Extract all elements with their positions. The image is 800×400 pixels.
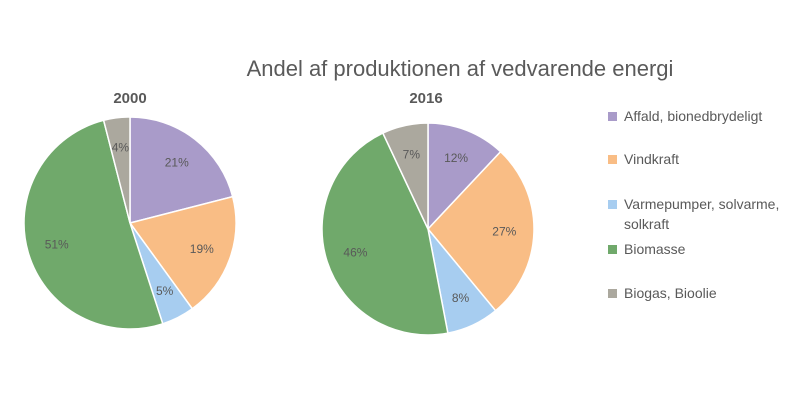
legend-label-vindkraft: Vindkraft bbox=[624, 151, 679, 167]
data-label-2000-biogas: 4% bbox=[112, 140, 130, 154]
slice-2016-vindkraft bbox=[427, 150, 535, 312]
slice-2000-affald bbox=[129, 116, 234, 224]
legend-label-biogas: Biogas, Bioolie bbox=[624, 285, 717, 301]
data-label-2016-biogas: 7% bbox=[403, 148, 421, 162]
data-label-2000-biomasse: 51% bbox=[45, 237, 69, 251]
legend-label-varmepumper: Varmepumper, solvarme, solkraft bbox=[624, 196, 780, 232]
slice-2000-vindkraft bbox=[128, 195, 237, 310]
pie-title-2016: 2016 bbox=[409, 90, 443, 107]
data-label-2016-affald: 12% bbox=[444, 151, 468, 165]
data-label-2016-varmepumper: 8% bbox=[452, 291, 470, 305]
slice-2000-biomasse bbox=[23, 119, 164, 330]
data-label-2000-varmepumper: 5% bbox=[156, 284, 174, 298]
legend-swatch-varmepumper bbox=[608, 200, 617, 209]
slice-2016-biomasse bbox=[321, 132, 449, 336]
legend-swatch-biomasse bbox=[608, 245, 617, 254]
data-label-2016-biomasse: 46% bbox=[343, 246, 367, 260]
legend-label-biomasse: Biomasse bbox=[624, 241, 686, 257]
legend-swatch-affald bbox=[608, 112, 617, 121]
legend-label-affald: Affald, bionedbrydeligt bbox=[624, 108, 763, 124]
data-label-2000-vindkraft: 19% bbox=[190, 242, 214, 256]
slice-2000-biogas bbox=[102, 116, 131, 224]
legend-swatch-vindkraft bbox=[608, 155, 617, 164]
slice-2016-biogas bbox=[381, 122, 429, 230]
pie-title-2000: 2000 bbox=[113, 90, 147, 107]
legend-swatch-biogas bbox=[608, 289, 617, 298]
slice-2016-affald bbox=[427, 122, 502, 231]
chart-title: Andel af produktionen af vedvarende ener… bbox=[246, 56, 674, 81]
data-label-2016-vindkraft: 27% bbox=[492, 224, 516, 238]
data-label-2000-affald: 21% bbox=[165, 156, 189, 170]
